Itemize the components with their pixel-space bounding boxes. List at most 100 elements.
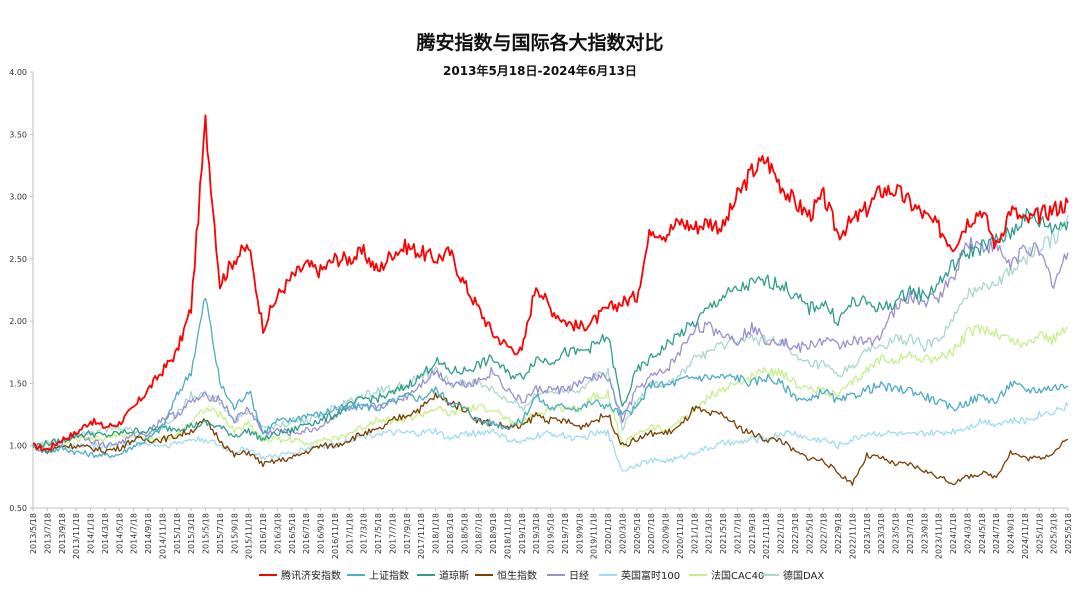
legend-item-6: 法国CAC40 [689, 569, 764, 582]
series-line-7 [32, 215, 1069, 449]
x-tick-label: 2024/7/18 [992, 513, 1001, 554]
x-tick-label: 2022/1/18 [777, 513, 786, 554]
series-line-5 [32, 402, 1069, 472]
x-tick-label: 2025/1/18 [1035, 513, 1044, 554]
x-tick-label: 2016/7/18 [302, 513, 311, 554]
x-tick-label: 2015/5/18 [202, 513, 211, 554]
x-tick-label: 2020/7/18 [647, 513, 656, 554]
x-tick-label: 2018/11/18 [503, 513, 512, 559]
x-tick-label: 2018/9/18 [489, 513, 498, 554]
x-tick-label: 2015/7/18 [216, 513, 225, 554]
x-tick-label: 2023/9/18 [920, 513, 929, 554]
chart-axes: 0.50 1.00 1.50 2.00 2.50 3.00 3.50 4.00 2013/5/1… [9, 68, 1073, 559]
x-tick-label: 2015/9/18 [230, 513, 239, 554]
x-tick-label: 2018/3/18 [446, 513, 455, 554]
x-tick-label: 2013/7/18 [43, 513, 52, 554]
x-tick-label: 2016/1/18 [259, 513, 268, 554]
x-tick-label: 2023/7/18 [906, 513, 915, 554]
x-tick-label: 2014/9/18 [144, 513, 153, 554]
legend-item-0: 腾讯济安指数 [259, 569, 341, 582]
x-tick-label: 2017/9/18 [403, 513, 412, 554]
x-tick-label: 2016/3/18 [273, 513, 282, 554]
chart-series [32, 114, 1069, 486]
y-tick-label: 3.00 [9, 193, 27, 202]
legend-label: 上证指数 [369, 569, 409, 582]
x-tick-label: 2024/9/18 [1007, 513, 1016, 554]
x-tick-label: 2018/1/18 [432, 513, 441, 554]
y-tick-label: 1.50 [9, 379, 27, 388]
legend-item-1: 上证指数 [347, 569, 409, 582]
x-tick-label: 2021/9/18 [748, 513, 757, 554]
x-tick-label: 2017/1/18 [345, 513, 354, 554]
x-tick-label: 2023/11/18 [935, 513, 944, 559]
x-tick-label: 2019/5/18 [547, 513, 556, 554]
x-tick-label: 2013/9/18 [58, 513, 67, 554]
legend-label: 腾讯济安指数 [281, 569, 341, 582]
legend-item-4: 日经 [547, 569, 589, 582]
x-tick-label: 2024/1/18 [949, 513, 958, 554]
x-tick-label: 2017/3/18 [360, 513, 369, 554]
x-tick-label: 2018/5/18 [460, 513, 469, 554]
chart-legend: 腾讯济安指数 上证指数 道琼斯 恒生指数 日经 英国富时100 法国CAC40 德国DAX [259, 569, 824, 582]
x-tick-label: 2024/3/18 [963, 513, 972, 554]
y-tick-label: 0.50 [9, 504, 27, 513]
x-tick-label: 2014/5/18 [115, 513, 124, 554]
x-tick-label: 2022/9/18 [834, 513, 843, 554]
x-tick-label: 2015/1/18 [173, 513, 182, 554]
x-tick-label: 2019/3/18 [532, 513, 541, 554]
x-tick-label: 2020/11/18 [676, 513, 685, 559]
x-tick-label: 2013/11/18 [72, 513, 81, 559]
legend-label: 德国DAX [783, 569, 824, 582]
series-line-1 [32, 297, 1069, 459]
x-tick-label: 2021/11/18 [762, 513, 771, 559]
x-tick-label: 2019/9/18 [575, 513, 584, 554]
legend-label: 道琼斯 [439, 569, 469, 582]
x-tick-label: 2016/11/18 [331, 513, 340, 559]
x-tick-label: 2014/7/18 [130, 513, 139, 554]
x-tick-label: 2022/11/18 [848, 513, 857, 559]
legend-item-3: 恒生指数 [475, 569, 537, 582]
y-tick-label: 3.50 [9, 130, 27, 139]
x-tick-label: 2024/5/18 [978, 513, 987, 554]
x-tick-label: 2013/5/18 [29, 513, 38, 554]
x-tick-label: 2016/9/18 [317, 513, 326, 554]
series-line-0 [32, 114, 1069, 452]
x-tick-label: 2023/1/18 [863, 513, 872, 554]
legend-label: 法国CAC40 [711, 569, 764, 582]
series-line-2 [32, 207, 1069, 448]
x-tick-label: 2023/3/18 [877, 513, 886, 554]
x-tick-label: 2025/5/18 [1064, 513, 1073, 554]
x-tick-label: 2016/5/18 [288, 513, 297, 554]
x-tick-label: 2025/3/18 [1050, 513, 1059, 554]
x-tick-label: 2024/11/18 [1021, 513, 1030, 559]
x-tick-label: 2017/7/18 [388, 513, 397, 554]
x-tick-label: 2021/7/18 [733, 513, 742, 554]
series-line-4 [32, 236, 1069, 455]
x-tick-label: 2015/11/18 [245, 513, 254, 559]
y-tick-label: 2.50 [9, 255, 27, 264]
x-tick-label: 2022/3/18 [791, 513, 800, 554]
legend-item-5: 英国富时100 [599, 569, 680, 582]
x-tick-label: 2014/3/18 [101, 513, 110, 554]
x-tick-label: 2021/1/18 [690, 513, 699, 554]
x-tick-label: 2014/11/18 [158, 513, 167, 559]
legend-label: 恒生指数 [497, 569, 537, 582]
x-tick-label: 2017/11/18 [417, 513, 426, 559]
x-tick-label: 2020/1/18 [604, 513, 613, 554]
x-tick-label: 2014/1/18 [87, 513, 96, 554]
x-tick-label: 2023/5/18 [892, 513, 901, 554]
series-line-3 [32, 392, 1069, 486]
legend-item-7: 德国DAX [761, 569, 824, 582]
x-tick-label: 2019/7/18 [561, 513, 570, 554]
x-tick-label: 2019/11/18 [590, 513, 599, 559]
x-tick-label: 2020/3/18 [618, 513, 627, 554]
x-tick-label: 2022/7/18 [820, 513, 829, 554]
x-tick-label: 2018/7/18 [475, 513, 484, 554]
x-tick-label: 2019/1/18 [518, 513, 527, 554]
y-tick-label: 4.00 [9, 68, 27, 77]
chart-title: 腾安指数与国际各大指数对比 [416, 32, 664, 54]
y-tick-label: 2.00 [9, 317, 27, 326]
chart-subtitle: 2013年5月18日-2024年6月13日 [443, 64, 637, 78]
legend-label: 英国富时100 [621, 569, 680, 582]
